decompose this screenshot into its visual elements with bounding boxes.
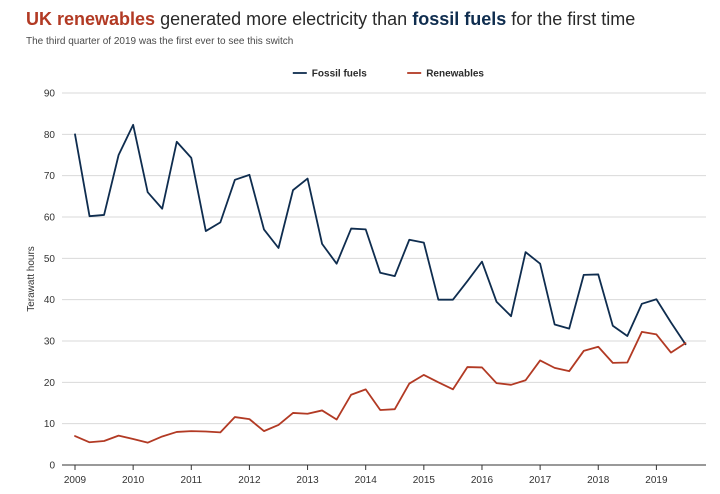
- x-tick-label: 2017: [529, 475, 552, 486]
- title-renewables-highlight: UK renewables: [26, 9, 156, 29]
- x-tick-label: 2009: [64, 475, 87, 486]
- title-fossil-highlight: fossil fuels: [412, 9, 507, 29]
- gridlines: [62, 92, 706, 425]
- y-tick-label: 0: [49, 461, 55, 472]
- series-line-fossil-fuels: [74, 123, 687, 346]
- y-tick-label: 60: [44, 213, 56, 224]
- x-tick-label: 2012: [238, 475, 261, 486]
- y-tick-label: 90: [44, 89, 56, 100]
- x-tick-label: 2010: [122, 475, 145, 486]
- legend-label-fossil-fuels: Fossil fuels: [312, 69, 367, 80]
- y-tick-label: 80: [44, 130, 56, 141]
- chart-title: UK renewables generated more electricity…: [26, 8, 710, 30]
- legend-label-renewables: Renewables: [426, 69, 484, 80]
- chart-header: UK renewables generated more electricity…: [26, 8, 710, 47]
- title-text-middle: generated more electricity than: [155, 9, 413, 29]
- y-tick-label: 70: [44, 171, 56, 182]
- x-tick-label: 2019: [645, 475, 668, 486]
- axes: 0 10 20 30 40 50 60 70 80 90 2009 2010 2011 2012 2013 2…: [26, 89, 706, 486]
- x-tick-label: 2016: [471, 475, 494, 486]
- y-tick-label: 10: [44, 419, 56, 430]
- y-tick-label: 50: [44, 254, 56, 265]
- series-line-renewables: [74, 331, 687, 444]
- x-tick-label: 2011: [181, 475, 203, 486]
- series-lines: [74, 123, 687, 444]
- x-tick-label: 2015: [413, 475, 436, 486]
- x-tick-label: 2013: [296, 475, 319, 486]
- x-tick-label: 2018: [587, 475, 610, 486]
- y-tick-label: 30: [44, 337, 56, 348]
- chart-subtitle: The third quarter of 2019 was the first …: [26, 36, 294, 47]
- y-tick-label: 40: [44, 295, 56, 306]
- y-axis-title: Terawatt hours: [26, 246, 37, 312]
- x-tick-label: 2014: [355, 475, 378, 486]
- legend: Fossil fuels Renewables: [292, 69, 484, 80]
- title-text-end: for the first time: [506, 9, 636, 29]
- y-tick-label: 20: [44, 378, 56, 389]
